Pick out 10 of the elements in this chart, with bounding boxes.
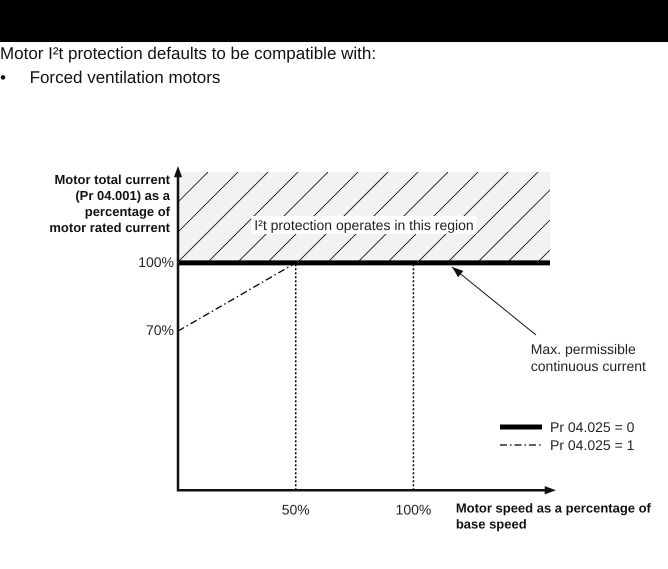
- x-tick-label: 50%: [282, 501, 310, 518]
- legend-label: Pr 04.025 = 1: [550, 436, 634, 454]
- legend-label: Pr 04.025 = 0: [550, 418, 634, 436]
- band-label: I²t protection operates in this region: [251, 216, 477, 234]
- annotation: Max. permissible continuous current: [530, 340, 647, 375]
- y-tick-label: 70%: [146, 322, 174, 338]
- y-axis-title: Motor total current (Pr 04.001) as a percentage of motor rated current: [49, 172, 171, 236]
- x-axis-title: Motor speed as a percentage of base speed: [456, 500, 652, 532]
- chart-subtitle: • Forced ventilation motors: [0, 68, 220, 88]
- chart-title: Motor I²t protection defaults to be compatible with:: [0, 44, 376, 64]
